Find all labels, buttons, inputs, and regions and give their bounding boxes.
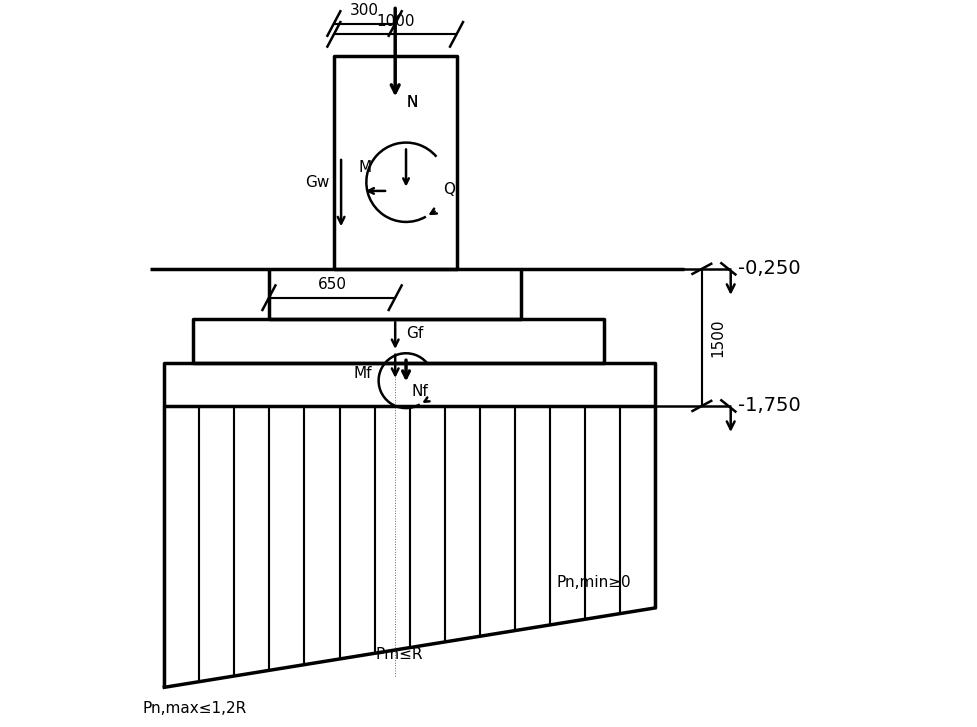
Text: -1,750: -1,750 <box>738 396 800 415</box>
Text: 650: 650 <box>318 277 346 292</box>
Text: 1000: 1000 <box>375 14 414 28</box>
Text: Pm≤R: Pm≤R <box>374 647 422 662</box>
Text: Gf: Gf <box>405 326 423 341</box>
Text: Pn,max≤1,2R: Pn,max≤1,2R <box>143 702 246 717</box>
Text: N: N <box>405 95 417 111</box>
Text: M: M <box>359 161 371 175</box>
Text: Pn,min≥0: Pn,min≥0 <box>556 575 630 590</box>
Text: Nf: Nf <box>410 385 427 399</box>
Text: Q: Q <box>444 182 455 197</box>
Text: -0,250: -0,250 <box>738 260 800 278</box>
Text: 300: 300 <box>350 3 379 17</box>
Text: Gw: Gw <box>305 174 329 190</box>
Text: Mf: Mf <box>354 366 371 381</box>
Text: N: N <box>405 95 417 111</box>
Text: 1500: 1500 <box>709 318 725 357</box>
